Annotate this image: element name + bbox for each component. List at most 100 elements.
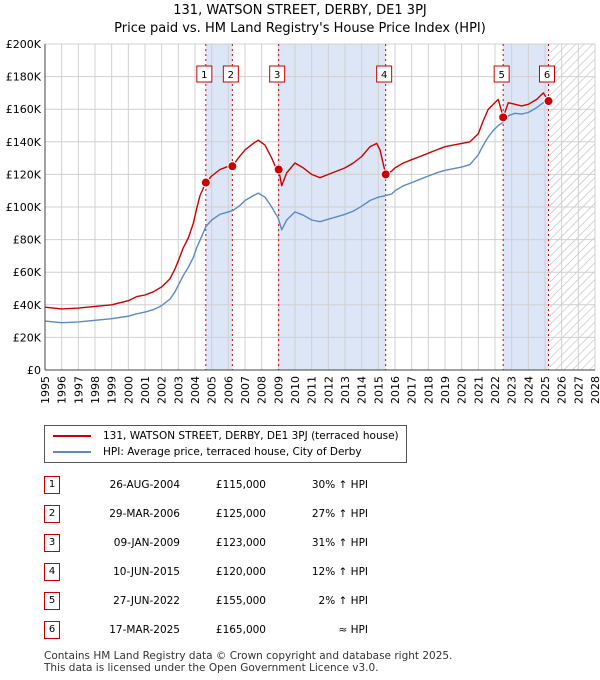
chart-title-text: 131, WATSON STREET, DERBY, DE1 3PJ [173, 3, 427, 18]
sale-number-badge: 5 [44, 591, 60, 610]
sale-label-box [269, 65, 286, 83]
sale-hpi-diff: 27% ↑ HPI [311, 507, 368, 520]
sale-label-text: 5 [498, 70, 504, 81]
sale-price: £165,000 [215, 623, 266, 636]
x-tick-label: 2028 [589, 376, 600, 404]
table-row: 2 29-MAR-2006 £125,000 27% ↑ HPI [44, 499, 368, 528]
x-tick-label: 2002 [156, 376, 169, 404]
sale-label-boxes: 1 2 3 4 5 6 [196, 65, 555, 83]
y-tick-label: £140K [6, 136, 42, 149]
sale-points [200, 96, 554, 188]
x-tick-label: 2009 [272, 376, 285, 404]
y-tick-label: £180K [6, 71, 42, 84]
x-tick-label: 2006 [222, 376, 235, 404]
table-row: 5 27-JUN-2022 £155,000 2% ↑ HPI [44, 586, 368, 615]
x-tick-label: 2027 [572, 376, 585, 404]
y-tick-label: £120K [6, 168, 42, 181]
sale-point [200, 177, 211, 188]
axes: £0 £20K £40K £60K £80K £100K £120K £140K £160K £1… [6, 38, 600, 404]
footer-line-2: This data is licensed under the Open Gov… [44, 662, 379, 674]
sale-label-box [222, 65, 239, 83]
sale-label-text: 3 [274, 70, 280, 81]
sale-label-text: 2 [228, 70, 234, 81]
x-tick-label: 2025 [539, 376, 552, 404]
sale-point [380, 169, 391, 180]
sale-hpi-diff: ≈ HPI [338, 623, 368, 636]
series-line-property [44, 92, 550, 310]
sale-label-box [493, 65, 510, 83]
chart-title: 131, WATSON STREET, DERBY, DE1 3PJ Price… [0, 2, 600, 38]
sale-markers-lines [205, 44, 549, 370]
sale-label-box [539, 65, 555, 83]
sale-price: £125,000 [215, 507, 266, 520]
series-line-hpi [44, 100, 549, 324]
x-tick-label: 2005 [206, 376, 219, 404]
sale-label: 1 [196, 65, 213, 83]
y-tick-label: £40K [13, 299, 42, 312]
x-tick-label: 2016 [389, 376, 402, 404]
sale-point [227, 161, 238, 172]
x-tick-label: 2017 [406, 376, 419, 404]
footer-attribution: Contains HM Land Registry data © Crown c… [44, 650, 452, 674]
sale-number-badge: 3 [44, 533, 60, 552]
sale-point [498, 112, 509, 123]
x-tick-label: 2012 [322, 376, 335, 404]
x-tick-label: 1999 [106, 376, 119, 404]
legend-swatch-hpi [53, 451, 91, 453]
sale-price: £115,000 [215, 478, 266, 491]
sale-label: 3 [269, 65, 286, 83]
legend-label-property: 131, WATSON STREET, DERBY, DE1 3PJ (terr… [103, 430, 399, 442]
sales-table: 1 26-AUG-2004 £115,000 30% ↑ HPI 2 29-MA… [44, 470, 368, 644]
x-tick-label: 2008 [256, 376, 269, 404]
y-tick-label: £20K [13, 331, 42, 344]
sale-number-badge: 2 [44, 504, 60, 523]
x-tick-label: 2001 [139, 376, 152, 404]
x-tick-label: 2003 [172, 376, 185, 404]
sale-date: 29-MAR-2006 [109, 507, 180, 520]
x-tick-label: 2004 [189, 376, 202, 404]
sale-price: £120,000 [215, 565, 266, 578]
sale-point [543, 96, 554, 107]
sale-label: 6 [539, 65, 555, 83]
x-tick-label: 1997 [72, 376, 85, 404]
x-tick-label: 2021 [472, 376, 485, 404]
sale-point [273, 164, 284, 175]
x-tick-label: 2020 [456, 376, 469, 404]
sale-label: 4 [376, 65, 393, 83]
y-tick-label: £80K [13, 234, 42, 247]
sale-label-text: 6 [544, 70, 550, 81]
x-tick-label: 2024 [522, 376, 535, 404]
x-tick-label: 2019 [439, 376, 452, 404]
grid-lines [44, 43, 596, 371]
sale-hpi-diff: 31% ↑ HPI [311, 536, 368, 549]
series-lines [44, 92, 550, 324]
x-tick-label: 2026 [556, 376, 569, 404]
sale-label-text: 1 [201, 70, 207, 81]
sale-date: 26-AUG-2004 [109, 478, 180, 491]
sale-label-box [196, 65, 213, 83]
chart-subtitle: Price paid vs. HM Land Registry's House … [114, 21, 486, 36]
x-tick-label: 2015 [372, 376, 385, 404]
sale-number-badge: 4 [44, 562, 60, 581]
table-row: 3 09-JAN-2009 £123,000 31% ↑ HPI [44, 528, 368, 557]
x-tick-label: 2023 [506, 376, 519, 404]
sale-price: £123,000 [215, 536, 266, 549]
sale-price: £155,000 [215, 594, 266, 607]
x-tick-label: 1998 [89, 376, 102, 404]
sale-label: 5 [493, 65, 510, 83]
x-tick-label: 2022 [489, 376, 502, 404]
sale-number-badge: 6 [44, 620, 60, 639]
sale-hpi-diff: 12% ↑ HPI [311, 565, 368, 578]
y-tick-label: £160K [6, 103, 42, 116]
table-row: 1 26-AUG-2004 £115,000 30% ↑ HPI [44, 470, 368, 499]
footer-line-1: Contains HM Land Registry data © Crown c… [44, 650, 453, 662]
x-tick-label: 1996 [56, 376, 69, 404]
x-tick-label: 2014 [356, 376, 369, 404]
y-tick-label: £60K [13, 266, 42, 279]
chart-legend: 131, WATSON STREET, DERBY, DE1 3PJ (terr… [44, 425, 407, 463]
sale-hpi-diff: 2% ↑ HPI [318, 594, 368, 607]
sale-date: 27-JUN-2022 [113, 594, 180, 607]
sale-number-badge: 1 [44, 475, 60, 494]
sale-label-text: 4 [381, 70, 387, 81]
price-chart: 1 2 3 4 5 6 £0 £20K £40K £60K £80K £100K £120K £140K… [6, 38, 600, 404]
